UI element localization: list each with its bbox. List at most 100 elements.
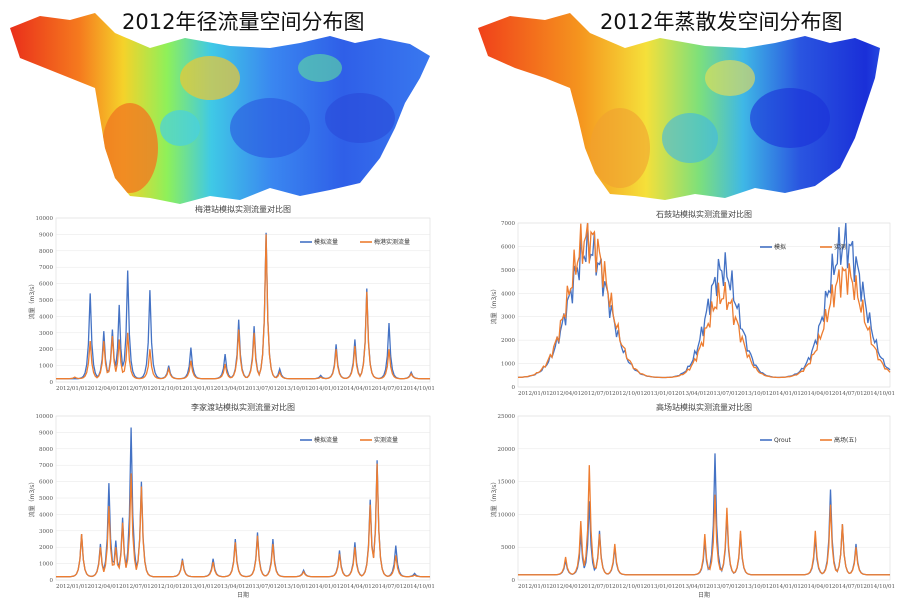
- x-tick-label: 2013/07/01: [245, 584, 277, 590]
- y-tick-label: 7000: [39, 265, 53, 271]
- series-line-simulated: [517, 222, 891, 379]
- x-tick-label: 2012/04/01: [549, 391, 581, 397]
- y-tick-label: 1000: [501, 362, 515, 368]
- legend-entry: 模拟: [774, 243, 786, 251]
- x-tick-label: 2014/04/01: [801, 584, 833, 590]
- x-tick-label: 2013/04/01: [675, 391, 707, 397]
- x-tick-label: 2012/07/01: [119, 584, 151, 590]
- y-tick-label: 4000: [39, 314, 53, 320]
- x-tick-label: 2013/10/01: [277, 584, 309, 590]
- y-tick-label: 4000: [501, 291, 515, 297]
- chart-title: 石鼓站模拟实测流量对比图: [656, 209, 752, 219]
- y-tick-label: 6000: [39, 282, 53, 288]
- x-axis-label: 日期: [698, 591, 710, 599]
- lijiadu-flow-comparison-chart: 李家渡站模拟实测流量对比图 0 1000 2000 3000 4000 5000 6000 70…: [28, 402, 435, 599]
- x-tick-label: 2014/07/01: [372, 386, 404, 392]
- series-line-observed: [517, 222, 891, 379]
- y-tick-label: 25000: [498, 414, 516, 420]
- evapotranspiration-map-title: 2012年蒸散发空间分布图: [600, 10, 843, 34]
- series-line-observed: [518, 465, 890, 576]
- x-tick-label: 2013/10/01: [738, 391, 770, 397]
- y-tick-label: 9000: [39, 232, 53, 238]
- y-axis-label: 流量（m3/s）: [490, 286, 498, 325]
- y-tick-label: 0: [512, 578, 516, 584]
- y-tick-label: 8000: [39, 249, 53, 255]
- y-tick-label: 3000: [39, 331, 53, 337]
- x-tick-label: 2014/07/01: [372, 584, 404, 590]
- y-tick-label: 5000: [39, 298, 53, 304]
- y-tick-label: 5000: [501, 545, 515, 551]
- y-tick-label: 2000: [39, 347, 53, 353]
- y-tick-label: 2000: [39, 545, 53, 551]
- x-tick-label: 2014/10/01: [403, 386, 435, 392]
- x-tick-label: 2013/01/01: [644, 584, 676, 590]
- y-axis-label: 流量（m3/s）: [490, 479, 498, 518]
- y-tick-label: 10000: [36, 216, 54, 222]
- y-tick-label: 1000: [39, 364, 53, 370]
- gaochang-flow-comparison-chart: 高场站模拟实测流量对比图 0 5000 10000 15000 20000 25000 201…: [490, 402, 895, 599]
- x-tick-label: 2014/01/01: [308, 386, 340, 392]
- x-tick-label: 2013/10/01: [738, 584, 770, 590]
- x-tick-label: 2012/07/01: [581, 584, 613, 590]
- y-tick-label: 0: [50, 380, 54, 386]
- x-tick-label: 2014/10/01: [403, 584, 435, 590]
- y-tick-label: 6000: [501, 244, 515, 250]
- y-tick-label: 5000: [39, 496, 53, 502]
- x-tick-label: 2012/01/01: [56, 386, 88, 392]
- x-tick-label: 2013/04/01: [214, 386, 246, 392]
- y-tick-label: 6000: [39, 480, 53, 486]
- chart-title: 李家渡站模拟实测流量对比图: [191, 402, 295, 412]
- x-tick-label: 2014/04/01: [801, 391, 833, 397]
- x-tick-label: 2014/04/01: [340, 386, 372, 392]
- y-tick-label: 4000: [39, 512, 53, 518]
- x-tick-label: 2012/07/01: [119, 386, 151, 392]
- legend-entry: 高场(五): [834, 436, 857, 444]
- y-axis-label: 流量（m3/s）: [28, 281, 36, 320]
- y-tick-label: 3000: [501, 315, 515, 321]
- x-tick-label: 2013/07/01: [245, 386, 277, 392]
- y-tick-label: 2000: [501, 338, 515, 344]
- x-tick-label: 2012/10/01: [612, 584, 644, 590]
- series-line-observed: [56, 234, 430, 380]
- legend-entry: 模拟流量: [314, 436, 338, 444]
- x-tick-label: 2014/10/01: [863, 584, 895, 590]
- y-tick-label: 20000: [498, 447, 516, 453]
- x-tick-label: 2012/01/01: [56, 584, 88, 590]
- x-tick-label: 2013/10/01: [277, 386, 309, 392]
- y-tick-label: 9000: [39, 430, 53, 436]
- legend-entry: 模拟流量: [314, 238, 338, 246]
- y-tick-label: 10000: [36, 414, 54, 420]
- x-tick-label: 2014/07/01: [832, 391, 864, 397]
- x-tick-label: 2012/10/01: [151, 386, 183, 392]
- shigu-flow-comparison-chart: 石鼓站模拟实测流量对比图 0 1000 2000 3000 4000 5000 6000 700…: [490, 209, 895, 397]
- x-tick-label: 2012/10/01: [612, 391, 644, 397]
- x-tick-label: 2013/04/01: [675, 584, 707, 590]
- x-tick-label: 2013/01/01: [182, 386, 214, 392]
- x-tick-label: 2013/07/01: [706, 391, 738, 397]
- x-tick-label: 2014/07/01: [832, 584, 864, 590]
- y-tick-label: 8000: [39, 447, 53, 453]
- y-tick-label: 0: [50, 578, 54, 584]
- x-tick-label: 2014/01/01: [308, 584, 340, 590]
- x-axis-label: 日期: [237, 591, 249, 599]
- y-tick-label: 0: [512, 385, 516, 391]
- y-tick-label: 5000: [501, 268, 515, 274]
- x-tick-label: 2013/01/01: [182, 584, 214, 590]
- legend-entry: 实测流量: [374, 436, 398, 444]
- legend-entry: 实测: [834, 243, 846, 251]
- y-tick-label: 7000: [501, 221, 515, 227]
- x-tick-label: 2012/04/01: [549, 584, 581, 590]
- chart-title: 梅港站模拟实测流量对比图: [195, 204, 291, 214]
- x-tick-label: 2014/01/01: [769, 584, 801, 590]
- y-tick-label: 10000: [498, 512, 516, 518]
- x-tick-label: 2013/07/01: [706, 584, 738, 590]
- x-tick-label: 2012/04/01: [88, 584, 120, 590]
- x-tick-label: 2012/04/01: [88, 386, 120, 392]
- y-tick-label: 1000: [39, 562, 53, 568]
- x-tick-label: 2014/01/01: [769, 391, 801, 397]
- x-tick-label: 2014/04/01: [340, 584, 372, 590]
- legend-entry: 梅港实测流量: [374, 238, 410, 246]
- x-tick-label: 2012/10/01: [151, 584, 183, 590]
- y-axis-label: 流量（m3/s）: [28, 479, 36, 518]
- y-tick-label: 15000: [498, 480, 516, 486]
